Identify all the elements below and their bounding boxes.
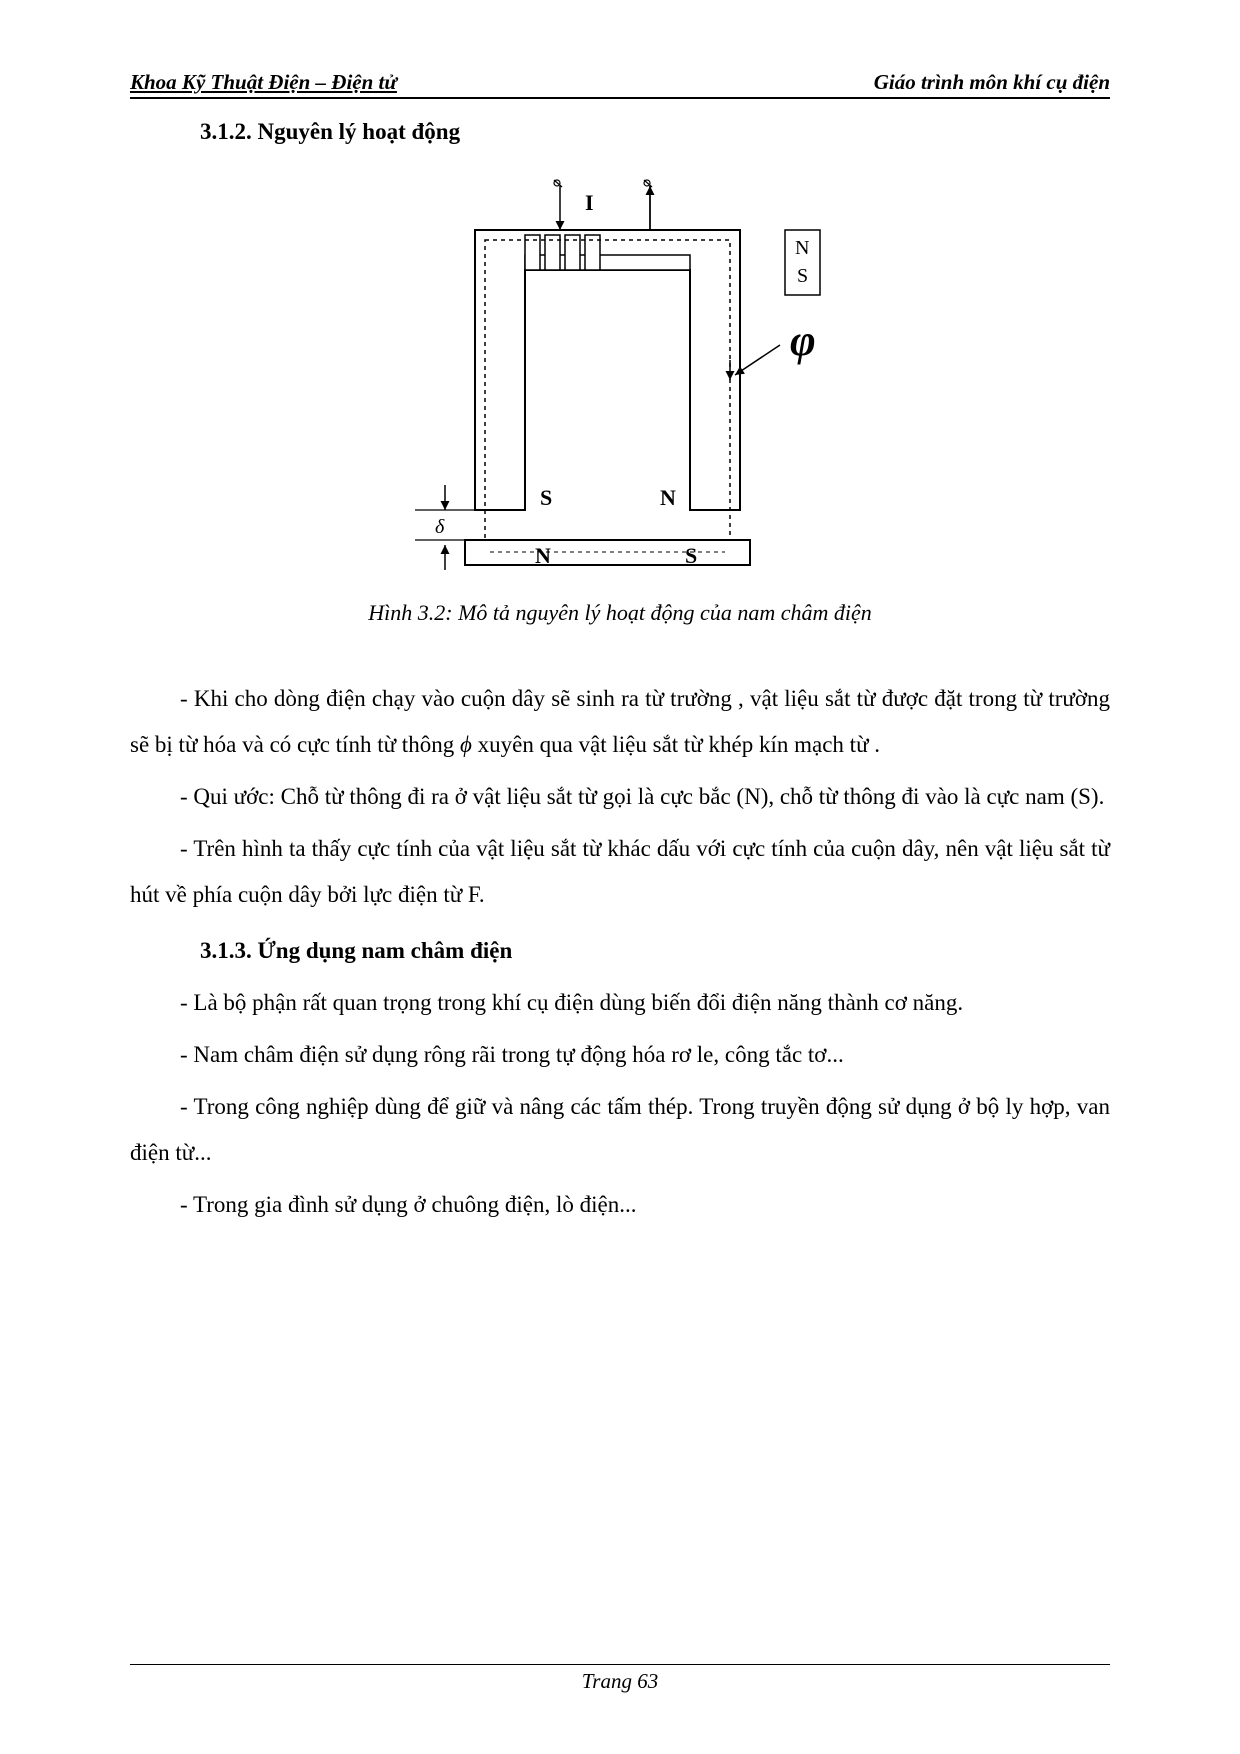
svg-text:N: N bbox=[795, 237, 809, 259]
paragraph-2: - Qui ước: Chỗ từ thông đi ra ở vật liệu… bbox=[130, 774, 1110, 820]
section-3-1-2-heading: 3.1.2. Nguyên lý hoạt động bbox=[200, 119, 1110, 145]
svg-text:φ: φ bbox=[790, 316, 816, 365]
body-text: - Khi cho dòng điện chạy vào cuộn dây sẽ… bbox=[130, 676, 1110, 1228]
svg-text:I: I bbox=[585, 190, 594, 215]
header-right: Giáo trình môn khí cụ điện bbox=[874, 70, 1110, 95]
svg-text:N: N bbox=[535, 543, 551, 568]
figure-caption: Hình 3.2: Mô tả nguyên lý hoạt động của … bbox=[130, 600, 1110, 626]
svg-text:S: S bbox=[797, 265, 808, 287]
paragraph-7: - Trong gia đình sử dụng ở chuông điện, … bbox=[130, 1182, 1110, 1228]
svg-text:S: S bbox=[685, 543, 697, 568]
paragraph-4: - Là bộ phận rất quan trọng trong khí cụ… bbox=[130, 980, 1110, 1026]
svg-text:S: S bbox=[540, 485, 552, 510]
section-3-1-3-heading: 3.1.3. Ứng dụng nam châm điện bbox=[130, 928, 1110, 974]
paragraph-6: - Trong công nghiệp dùng để giữ và nâng … bbox=[130, 1084, 1110, 1176]
page-header: Khoa Kỹ Thuật Điện – Điện tử Giáo trình … bbox=[130, 70, 1110, 99]
paragraph-1: - Khi cho dòng điện chạy vào cuộn dây sẽ… bbox=[130, 676, 1110, 768]
header-left: Khoa Kỹ Thuật Điện – Điện tử bbox=[130, 70, 397, 95]
page-footer: Trang 63 bbox=[130, 1664, 1110, 1694]
paragraph-3: - Trên hình ta thấy cực tính của vật liệ… bbox=[130, 826, 1110, 918]
figure-3-2: INSφδSNNS bbox=[130, 175, 1110, 580]
svg-text:δ: δ bbox=[435, 516, 445, 538]
paragraph-5: - Nam châm điện sử dụng rông rãi trong t… bbox=[130, 1032, 1110, 1078]
svg-text:N: N bbox=[660, 485, 676, 510]
